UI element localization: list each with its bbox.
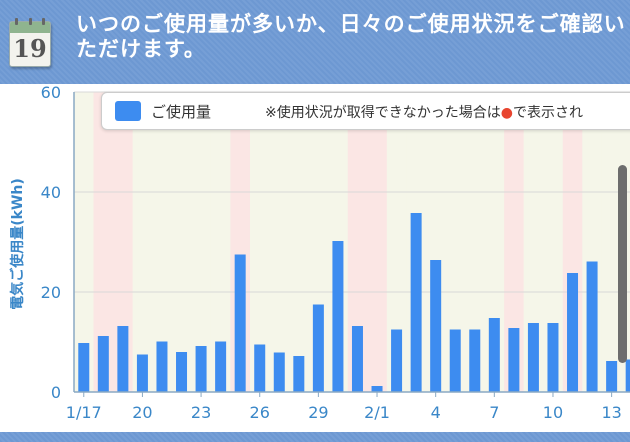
calendar-icon: 19 <box>9 18 51 67</box>
bar <box>97 336 109 392</box>
legend-series-label: ご使用量 <box>151 103 212 121</box>
bar <box>254 344 266 392</box>
bar <box>156 341 168 392</box>
bar <box>78 343 90 392</box>
bar <box>351 326 363 392</box>
day-band <box>210 92 231 392</box>
bar <box>391 329 403 392</box>
day-band <box>152 92 173 392</box>
bar <box>469 329 481 392</box>
legend-note-prefix: ※使用状況が取得できなかった場合は <box>265 105 501 121</box>
legend-note-suffix: で表示され <box>512 105 583 121</box>
calendar-icon-top <box>10 22 50 33</box>
bar <box>371 386 383 392</box>
day-band <box>74 92 95 392</box>
bar <box>195 346 207 392</box>
y-axis-title: 電気ご使用量(kWh) <box>9 178 26 310</box>
x-tick-label: 4 <box>431 403 441 422</box>
bar <box>488 318 500 392</box>
x-tick-label: 29 <box>308 403 328 422</box>
footer-strip <box>0 432 630 442</box>
bar <box>567 273 579 392</box>
bar <box>625 359 630 392</box>
day-band <box>93 92 114 392</box>
day-band <box>484 92 505 392</box>
x-tick-label: 13 <box>601 403 621 422</box>
day-band <box>601 92 622 392</box>
bar <box>273 352 285 392</box>
bar <box>136 354 148 392</box>
page-title: いつのご使用量が多いか、日々のご使用状況をご確認いただけます。 <box>76 12 626 61</box>
bar <box>312 304 324 392</box>
y-tick-label: 40 <box>41 183 61 202</box>
bars <box>78 213 630 392</box>
legend-note: ※使用状況が取得できなかった場合は●で表示され <box>265 102 583 122</box>
x-tick-label: 20 <box>132 403 152 422</box>
day-band <box>523 92 544 392</box>
legend: ご使用量 ※使用状況が取得できなかった場合は●で表示され <box>101 92 630 130</box>
y-tick-label: 20 <box>41 283 61 302</box>
day-band <box>465 92 486 392</box>
day-band <box>171 92 192 392</box>
y-tick-labels: 0 20 40 60 <box>41 84 61 402</box>
bar <box>215 341 227 392</box>
usage-bar-chart: 0 20 40 60 1/17 20 23 26 29 2/1 4 7 10 13 電気ご使用量(kWh… <box>9 84 630 422</box>
day-band <box>249 92 270 392</box>
y-tick-label: 0 <box>51 383 61 402</box>
bar <box>332 241 344 392</box>
x-tick-label: 23 <box>191 403 211 422</box>
x-tick-label: 1/17 <box>66 403 102 422</box>
bar <box>176 352 188 392</box>
vertical-scrollbar[interactable] <box>618 165 627 363</box>
day-band <box>113 92 134 392</box>
y-tick-label: 60 <box>41 84 61 102</box>
day-band <box>367 92 388 392</box>
x-tick-label: 2/1 <box>364 403 390 422</box>
calendar-icon-day: 19 <box>13 34 47 63</box>
day-band <box>504 92 525 392</box>
calendar-icon-rings <box>15 18 45 25</box>
axes <box>73 92 630 393</box>
day-band <box>347 92 368 392</box>
x-tick-labels: 1/17 20 23 26 29 2/1 4 7 10 13 <box>66 392 622 422</box>
bar <box>586 261 598 392</box>
bar <box>410 213 422 392</box>
day-band <box>445 92 466 392</box>
legend-swatch <box>115 101 141 121</box>
bar <box>117 326 129 392</box>
day-band <box>132 92 153 392</box>
bar <box>234 254 246 392</box>
header-banner <box>0 0 630 84</box>
bar <box>547 323 559 392</box>
bar <box>527 323 539 392</box>
bar <box>293 356 305 392</box>
day-band <box>191 92 212 392</box>
x-tick-label: 26 <box>250 403 270 422</box>
day-band <box>386 92 407 392</box>
x-tick-label: 10 <box>543 403 563 422</box>
bar <box>449 329 461 392</box>
missing-data-dot-icon: ● <box>500 105 513 121</box>
day-band <box>543 92 564 392</box>
bar <box>430 260 442 392</box>
day-band <box>289 92 310 392</box>
bar <box>606 361 618 392</box>
x-tick-label: 7 <box>489 403 499 422</box>
bar <box>508 328 520 392</box>
day-band <box>269 92 290 392</box>
